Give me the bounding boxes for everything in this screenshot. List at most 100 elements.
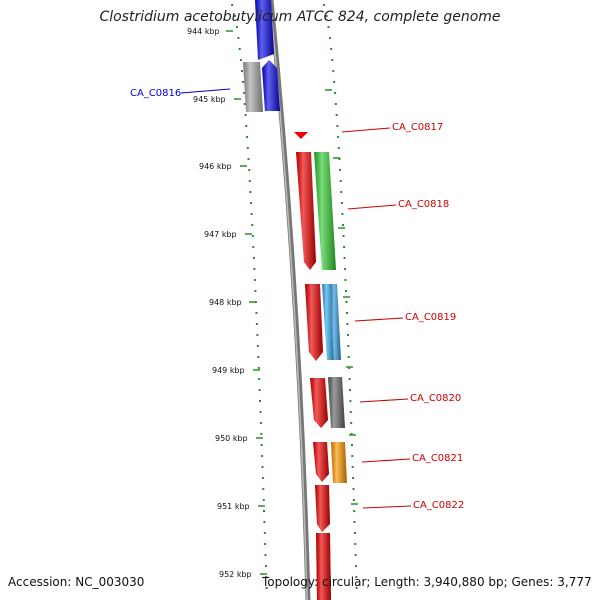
label-ca-c0820[interactable]: CA_C0820 — [410, 393, 461, 404]
scale-dot — [347, 345, 350, 347]
scale-dot — [253, 279, 256, 281]
label-ca-c0816[interactable]: CA_C0816 — [130, 88, 181, 99]
scale-dot — [258, 378, 261, 380]
scale-dot — [248, 169, 251, 171]
scale-dot — [259, 400, 261, 402]
scale-dot — [334, 92, 337, 94]
scale-dot — [345, 290, 347, 292]
scale-dot — [263, 510, 265, 512]
scale-dot — [246, 136, 249, 138]
label-ca-c0818[interactable]: CA_C0818 — [398, 199, 449, 210]
scale-dot — [252, 246, 255, 248]
scale-dot — [354, 543, 357, 545]
leader-ca-c0818 — [347, 204, 397, 210]
tick-label-950: 950 kbp — [215, 434, 248, 443]
gene-arrow-red-2[interactable] — [305, 284, 323, 361]
scale-dot — [237, 37, 240, 39]
scale-dot — [332, 70, 335, 72]
scale-dot — [327, 26, 330, 28]
scale-dot — [339, 180, 342, 182]
gene-arrow-red-1[interactable] — [296, 152, 316, 270]
scale-dot — [349, 411, 352, 413]
topology-text: Topology: circular; Length: 3,940,880 bp… — [262, 575, 592, 589]
diagram-title: Clostridium acetobutylicum ATCC 824, com… — [99, 9, 501, 25]
scale-dots — [231, 4, 358, 589]
scale-dot — [259, 411, 262, 413]
scale-dot — [262, 488, 265, 490]
scale-dot — [343, 246, 346, 248]
tick-label-947: 947 kbp — [204, 230, 237, 239]
label-ca-c0817[interactable]: CA_C0817 — [392, 122, 443, 133]
scale-dot — [248, 180, 251, 182]
scale-dot — [340, 202, 343, 204]
scale-dot — [340, 191, 343, 193]
scale-dot — [333, 81, 336, 83]
label-ca-c0819[interactable]: CA_C0819 — [405, 312, 456, 323]
gene-arrow-top-blue[interactable] — [255, 0, 274, 60]
scale-dot — [351, 466, 354, 468]
scale-dot — [339, 169, 342, 171]
tick-label-944: 944 kbp — [187, 27, 220, 36]
scale-dot — [348, 378, 351, 380]
scale-dot — [259, 422, 262, 424]
scale-dot — [260, 433, 263, 435]
scale-dot — [344, 268, 347, 270]
scale-dot — [353, 510, 356, 512]
gene-arrow-ca-c0818[interactable] — [314, 152, 336, 270]
scale-dot — [255, 312, 258, 314]
scale-dot — [352, 488, 355, 490]
gene-arrow-grey[interactable] — [243, 62, 263, 112]
scale-dot — [335, 114, 338, 116]
scale-dot — [265, 576, 268, 578]
scale-dot — [322, 4, 325, 6]
gene-arrow-ca-c0821[interactable] — [331, 442, 347, 483]
gene-arrow-red-4[interactable] — [313, 442, 329, 482]
scale-dot — [352, 499, 355, 501]
scale-dot — [330, 48, 333, 50]
scale-dot — [243, 103, 246, 105]
scale-dot — [255, 323, 258, 325]
tick-label-951: 951 kbp — [217, 502, 250, 511]
scale-dot — [351, 455, 354, 457]
leader-ca-c0822 — [362, 505, 412, 509]
scale-dot — [264, 543, 267, 545]
scale-dot — [242, 81, 244, 83]
tick-label-946: 946 kbp — [199, 162, 232, 171]
scale-dot — [245, 125, 248, 127]
scale-dot — [342, 235, 345, 237]
label-ca-c0821[interactable]: CA_C0821 — [412, 453, 463, 464]
scale-dot — [254, 290, 257, 292]
scale-dot — [346, 334, 349, 336]
gene-arrow-ca-c0817[interactable] — [294, 132, 308, 139]
gene-arrow-red-bottom[interactable] — [316, 533, 331, 600]
scale-dot — [256, 345, 259, 347]
gene-arrow-ca-c0822[interactable] — [315, 485, 330, 532]
label-ca-c0822[interactable]: CA_C0822 — [413, 500, 464, 511]
gene-arrow-blue-2[interactable] — [330, 284, 341, 360]
scale-dot — [351, 444, 353, 446]
scale-dot — [256, 334, 259, 336]
scale-dot — [261, 466, 264, 468]
scale-dot — [250, 213, 253, 215]
gene-arrow-ca-c0820[interactable] — [328, 377, 345, 428]
scale-dot — [331, 59, 334, 61]
right-scale-ticks — [325, 89, 358, 505]
scale-dot — [346, 323, 349, 325]
scale-dot — [263, 521, 266, 523]
scale-dot — [355, 587, 358, 589]
scale-dot — [260, 444, 263, 446]
scale-dot — [354, 565, 357, 567]
scale-dot — [341, 213, 344, 215]
scale-dot — [325, 15, 328, 17]
scale-dot — [345, 301, 348, 303]
scale-dot — [352, 477, 355, 479]
leader-ca-c0817 — [341, 127, 391, 133]
gene-arrow-red-3[interactable] — [310, 378, 328, 428]
scale-dot — [250, 202, 252, 204]
gene-arrow-ca-c0816[interactable] — [262, 60, 280, 111]
scale-dot — [247, 158, 250, 160]
tick-label-945: 945 kbp — [193, 95, 226, 104]
scale-dot — [337, 136, 340, 138]
